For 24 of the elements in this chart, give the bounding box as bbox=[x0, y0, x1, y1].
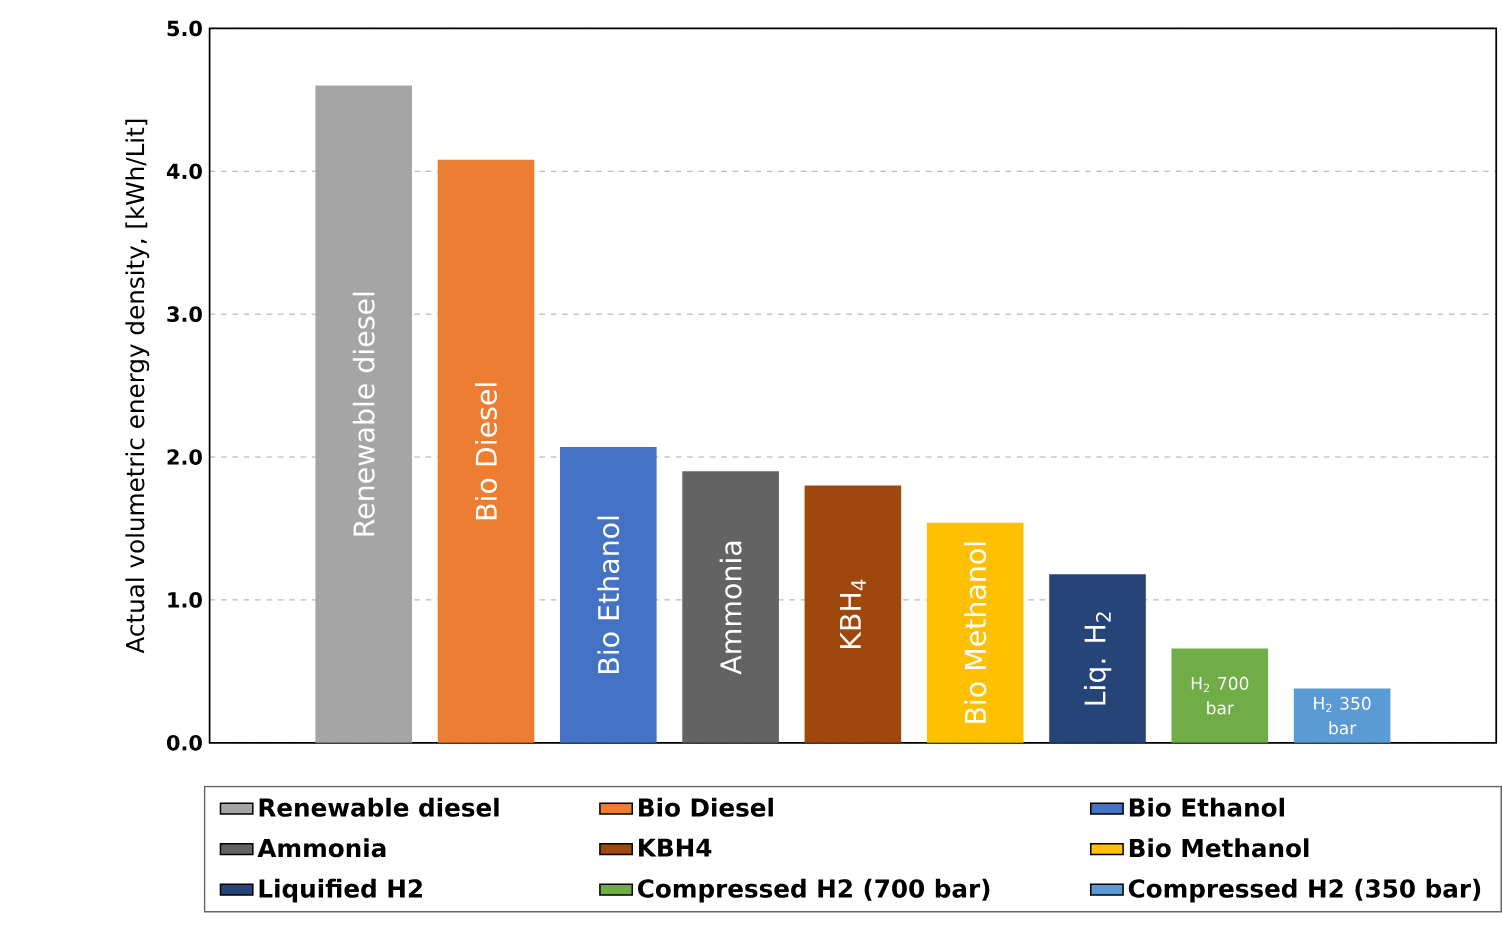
legend-label: Bio Diesel bbox=[639, 797, 773, 817]
x-tick-label: Liq. H$_{2}$ bbox=[1083, 612, 1112, 705]
y-tick-label: 0.0 bbox=[166, 734, 202, 751]
y-tick-label: 2.0 bbox=[167, 449, 202, 465]
x-tick-label: H$_{2}$ 350 bar bbox=[1314, 696, 1371, 735]
legend-label: Compressed H2 (700 bar) bbox=[638, 878, 990, 903]
y-tick-label: 3.0 bbox=[167, 306, 202, 322]
x-tick-label: Bio Ethanol bbox=[597, 516, 620, 673]
y-tick-label: 1.0 bbox=[168, 591, 202, 608]
legend-label: Bio Methanol bbox=[1129, 838, 1309, 858]
legend-label: KBH4 bbox=[639, 838, 712, 857]
y-tick-label: 5.0 bbox=[167, 20, 202, 37]
legend-label: Bio Ethanol bbox=[1129, 797, 1284, 817]
legend-label: Compressed H2 (350 bar) bbox=[1128, 878, 1481, 903]
x-tick-label: H$_{2}$ 700 bar bbox=[1191, 676, 1249, 715]
legend-label: Renewable diesel bbox=[259, 797, 499, 817]
x-tick-label: KBH$_{4}$ bbox=[840, 579, 866, 648]
legend-label: Ammonia bbox=[257, 838, 386, 858]
x-tick-label: Renewable diesel bbox=[352, 292, 375, 536]
x-tick-label: Ammonia bbox=[719, 541, 742, 675]
y-axis-title: Actual volumetric energy density, [kWh/Lit] bbox=[125, 119, 150, 654]
legend-label: Liquified H2 bbox=[259, 878, 422, 903]
x-tick-label: Bio Methanol bbox=[964, 542, 987, 723]
y-tick-label: 4.0 bbox=[166, 163, 202, 180]
